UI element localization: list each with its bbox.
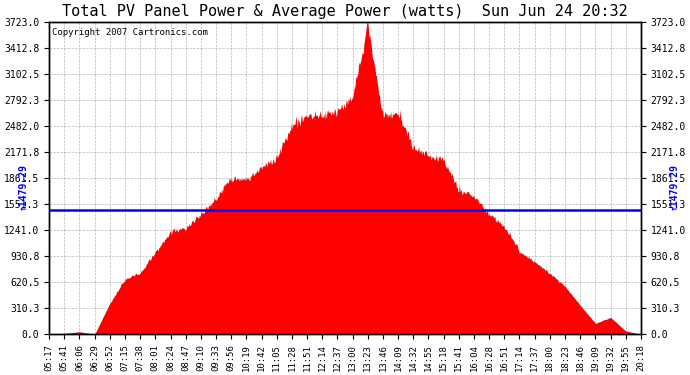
Title: Total PV Panel Power & Average Power (watts)  Sun Jun 24 20:32: Total PV Panel Power & Average Power (wa… — [62, 4, 628, 19]
Text: ↑1479.29: ↑1479.29 — [17, 163, 28, 210]
Text: Copyright 2007 Cartronics.com: Copyright 2007 Cartronics.com — [52, 28, 208, 37]
Text: ↑1479.29: ↑1479.29 — [669, 163, 678, 210]
